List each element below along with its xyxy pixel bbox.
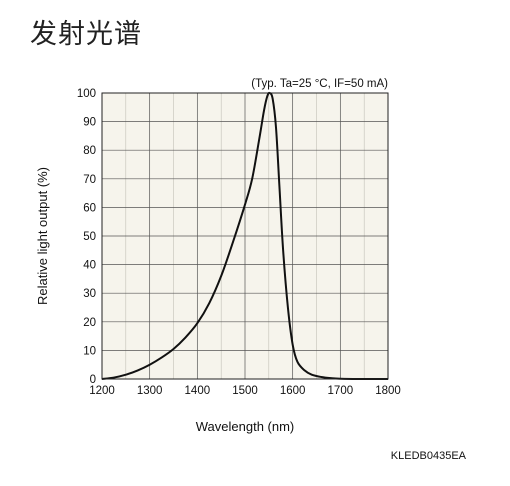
y-tick-label: 10 [83,345,96,357]
spectrum-line [101,91,389,381]
y-tick-label: 60 [83,202,96,214]
y-tick-label: 20 [83,317,96,329]
y-tick-label: 30 [83,288,96,300]
page-title: 发射光谱 [30,19,142,50]
x-tick-label: 1300 [137,385,163,397]
y-tick-label: 50 [83,231,96,243]
y-tick-label: 80 [83,145,96,157]
x-tick-label: 1500 [232,385,258,397]
y-tick-label: 90 [83,117,96,129]
y-tick-label: 70 [83,174,96,186]
y-tick-label: 0 [90,374,96,386]
x-tick-label: 1600 [280,385,306,397]
y-tick-label: 40 [83,260,96,272]
x-tick-label: 1800 [375,385,401,397]
plot-frame [101,92,389,380]
tick-labels: 1200 1300 1400 1500 1600 1700 1800 0 10 20 30 40 50 6… [77,88,401,397]
figure-code: KLEDB0435EA [390,450,466,462]
grid-lines [101,92,389,380]
y-tick-label: 100 [77,88,96,100]
x-tick-label: 1400 [185,385,211,397]
y-axis-label: Relative light output (%) [35,167,50,305]
measurement-conditions: (Typ. Ta=25 °C, IF=50 mA) [251,78,388,90]
x-tick-label: 1200 [89,385,115,397]
x-axis-label: Wavelength (nm) [196,419,295,434]
x-tick-label: 1700 [328,385,354,397]
